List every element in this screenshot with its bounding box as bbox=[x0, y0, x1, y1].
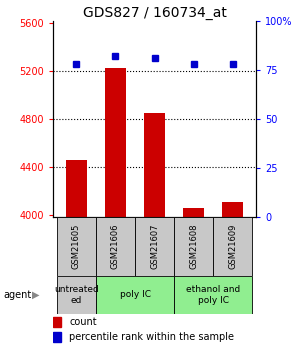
Bar bbox=[135, 217, 174, 276]
Text: percentile rank within the sample: percentile rank within the sample bbox=[69, 332, 234, 342]
Bar bbox=[53, 332, 61, 342]
Text: ethanol and
poly IC: ethanol and poly IC bbox=[186, 285, 240, 305]
Bar bbox=[96, 276, 174, 314]
Bar bbox=[183, 208, 204, 217]
Bar bbox=[174, 276, 252, 314]
Bar bbox=[144, 113, 165, 217]
Bar bbox=[105, 68, 126, 217]
Text: GSM21605: GSM21605 bbox=[72, 224, 81, 269]
Bar bbox=[174, 217, 213, 276]
Text: count: count bbox=[69, 317, 97, 327]
Bar bbox=[222, 202, 243, 217]
Bar bbox=[66, 160, 87, 217]
Title: GDS827 / 160734_at: GDS827 / 160734_at bbox=[83, 6, 226, 20]
Bar bbox=[96, 217, 135, 276]
Text: poly IC: poly IC bbox=[119, 290, 151, 299]
Bar bbox=[57, 217, 96, 276]
Text: agent: agent bbox=[3, 290, 31, 300]
Text: ▶: ▶ bbox=[32, 290, 39, 300]
Text: GSM21608: GSM21608 bbox=[189, 224, 198, 269]
Text: GSM21607: GSM21607 bbox=[150, 224, 159, 269]
Bar bbox=[57, 276, 96, 314]
Text: GSM21609: GSM21609 bbox=[228, 224, 237, 269]
Text: untreated
ed: untreated ed bbox=[54, 285, 99, 305]
Bar bbox=[213, 217, 252, 276]
Bar bbox=[53, 317, 61, 327]
Text: GSM21606: GSM21606 bbox=[111, 224, 120, 269]
